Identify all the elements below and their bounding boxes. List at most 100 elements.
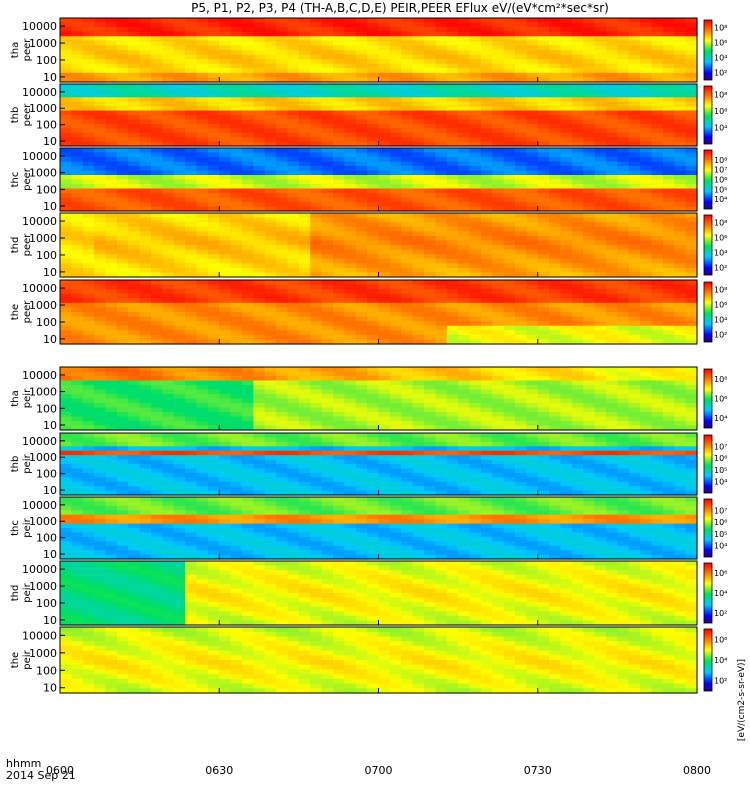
colorbar-tick-label: 10² [714,69,727,78]
heatmap-cell [446,22,459,28]
heatmap-cell [424,166,436,172]
heatmap-cell [60,245,72,251]
heatmap-cell [435,321,448,327]
heatmap-cell [583,132,596,138]
heatmap-cell [242,161,254,167]
heatmap-cell [94,54,107,60]
heatmap-cell [151,137,163,143]
heatmap-cell [344,403,357,409]
heatmap-cell [219,137,232,143]
heatmap-cell [264,325,277,331]
heatmap-cell [606,157,618,163]
heatmap-cell [674,106,687,112]
heatmap-cell [389,263,402,269]
heatmap-cell [401,254,414,260]
heatmap-cell [378,245,391,251]
heatmap-cell [287,92,300,98]
heatmap-cell [333,339,345,345]
heatmap-cell [71,289,84,295]
heatmap-cell [82,148,95,154]
heatmap-cell [412,31,425,37]
heatmap-cell [355,170,368,176]
heatmap-cell [458,403,471,409]
heatmap-cell [60,36,72,42]
heatmap-cell [651,110,664,116]
heatmap-cell [651,298,664,304]
heatmap-cell [151,421,163,427]
heatmap-cell [412,258,425,264]
heatmap-cell [139,394,152,400]
heatmap-cell [435,330,448,336]
heatmap-cell [116,486,129,492]
heatmap-cell [185,88,198,94]
heatmap-cell [583,213,596,219]
heatmap-cell [139,92,152,98]
heatmap-cell [469,398,482,404]
heatmap-cell [424,123,436,129]
heatmap-cell [424,179,436,185]
heatmap-cell [674,307,687,313]
heatmap-cell [139,170,152,176]
heatmap-cell [571,240,584,246]
heatmap-cell [435,403,448,409]
heatmap-cell [105,50,118,56]
heatmap-cell [537,235,550,242]
heatmap-cell [173,175,186,181]
heatmap-cell [515,321,527,327]
heatmap-cell [515,54,527,60]
heatmap-cell [173,289,186,295]
heatmap-cell [401,137,414,143]
heatmap-cell [287,235,300,242]
heatmap-cell [435,157,448,163]
heatmap-cell [185,464,198,470]
heatmap-cell [378,334,391,341]
heatmap-cell [424,334,436,341]
heatmap-cell [378,36,391,42]
heatmap-cell [116,316,129,322]
heatmap-cell [628,36,641,42]
heatmap-cell [82,50,95,56]
heatmap-cell [435,267,448,274]
heatmap-cell [651,161,664,167]
heatmap-cell [458,263,471,269]
heatmap-cell [128,148,141,154]
heatmap-cell [207,202,220,208]
heatmap-cell [617,97,630,103]
heatmap-cell [640,226,653,232]
heatmap-cell [276,84,289,90]
heatmap-cell [583,412,596,418]
heatmap-cell [82,293,95,299]
heatmap-cell [537,188,550,194]
heatmap-cell [287,31,300,37]
heatmap-cell [367,302,380,309]
heatmap-cell [71,254,84,260]
heatmap-cell [287,217,300,223]
heatmap-cell [640,36,653,42]
heatmap-cell [321,267,334,274]
heatmap-cell [287,141,300,147]
heatmap-cell [298,321,311,327]
heatmap-cell [549,312,562,318]
heatmap-cell [412,72,425,79]
heatmap-cell [94,119,107,125]
heatmap-cell [367,206,380,212]
heatmap-cell [378,267,391,274]
heatmap-cell [162,389,175,395]
heatmap-cell [219,179,232,185]
heatmap-cell [651,106,664,112]
heatmap-cell [367,123,380,129]
heatmap-cell [492,425,505,431]
heatmap-cell [628,31,641,37]
heatmap-cell [401,421,414,427]
heatmap-cell [287,193,300,199]
heatmap-cell [310,152,323,158]
heatmap-cell [640,72,653,79]
heatmap-cell [662,284,675,290]
heatmap-cell [617,157,630,163]
y-tick-label: 100 [36,183,57,196]
heatmap-cell [219,376,232,382]
heatmap-cell [401,88,414,94]
heatmap-cell [651,412,664,418]
heatmap-cell [617,123,630,129]
heatmap-cell [549,166,562,172]
